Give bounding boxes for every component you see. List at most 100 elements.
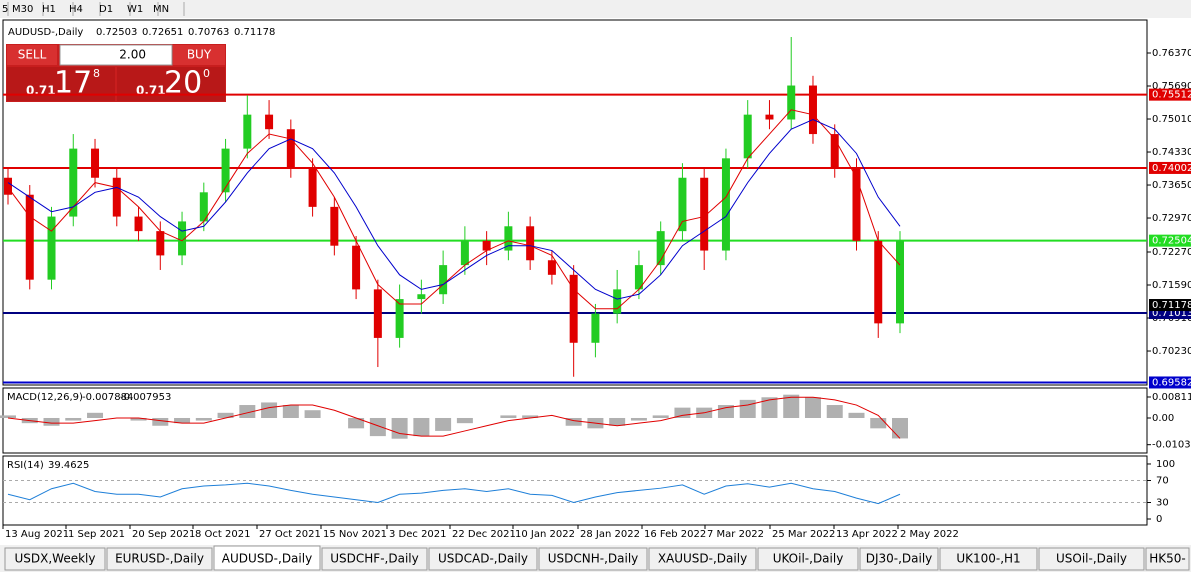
- macd-bar: [826, 405, 843, 418]
- macd-value: -0.007884: [82, 392, 133, 403]
- x-tick-label: 10 Jan 2022: [515, 529, 575, 540]
- tab[interactable]: [1038, 547, 1145, 571]
- candle-body: [69, 148, 78, 217]
- tab-label[interactable]: UK100-,H1: [956, 552, 1020, 566]
- tab-label[interactable]: DJ30-,Daily: [866, 552, 933, 566]
- macd-bar: [500, 415, 517, 418]
- price-level-label: 0.71013: [1152, 308, 1191, 319]
- buy-button[interactable]: [173, 45, 225, 65]
- candle-body: [439, 265, 448, 295]
- timeframe-button[interactable]: 5: [2, 4, 8, 15]
- candle-body: [221, 148, 230, 193]
- macd-bar: [217, 412, 234, 418]
- tab[interactable]: [106, 547, 213, 571]
- candle-body: [504, 226, 513, 251]
- candle-body: [547, 260, 556, 275]
- tab[interactable]: [648, 547, 757, 571]
- tab[interactable]: [1145, 547, 1190, 571]
- rsi-line: [7, 482, 901, 505]
- macd-bar: [413, 417, 430, 437]
- candle-body: [874, 240, 883, 324]
- tab[interactable]: [859, 547, 939, 571]
- ohlc-open: 0.72503: [96, 27, 137, 38]
- x-tick-label: 20 Sep 2021: [132, 529, 195, 540]
- macd-bar: [348, 417, 365, 429]
- tab[interactable]: [757, 547, 859, 571]
- timeframe-button[interactable]: W1: [127, 4, 143, 15]
- candle-body: [352, 245, 361, 290]
- ohlc-high: 0.72651: [142, 27, 183, 38]
- timeframe-button[interactable]: H4: [69, 4, 83, 15]
- timeframe-button[interactable]: D1: [99, 4, 113, 15]
- y-tick-label: 0.75690: [1152, 81, 1191, 92]
- timeframe-button[interactable]: MN: [153, 4, 169, 15]
- price-level-box: [1149, 376, 1191, 389]
- candle-body: [199, 192, 208, 222]
- y-tick-label: 0.72270: [1152, 247, 1191, 258]
- toolbar: [0, 0, 1191, 18]
- lot-input[interactable]: [59, 44, 173, 66]
- sell-label[interactable]: SELL: [18, 48, 47, 62]
- candle-body: [569, 274, 578, 343]
- price-level-box: [1149, 88, 1191, 101]
- price-level-box: [1149, 234, 1191, 247]
- y-tick-label: 30: [1156, 497, 1169, 508]
- symbol: AUDUSD-,Daily: [8, 27, 83, 38]
- macd-bar: [65, 417, 82, 421]
- timeframe-button[interactable]: H1: [42, 4, 56, 15]
- tab-label[interactable]: USDCNH-,Daily: [548, 552, 639, 566]
- ma-slow: [7, 118, 901, 300]
- tab[interactable]: [939, 547, 1038, 571]
- macd-bar: [892, 417, 908, 439]
- macd-title: MACD(12,26,9): [7, 392, 83, 403]
- tab-label[interactable]: USOil-,Daily: [1056, 552, 1127, 566]
- price-level-box: [1149, 161, 1191, 174]
- macd-bar: [630, 417, 647, 421]
- tab-label[interactable]: XAUUSD-,Daily: [658, 552, 747, 566]
- tab-label[interactable]: AUDUSD-,Daily: [222, 552, 312, 566]
- candle-body: [678, 177, 687, 232]
- candle-body: [896, 240, 904, 324]
- tab[interactable]: [321, 547, 428, 571]
- tab-label[interactable]: UKOil-,Daily: [773, 552, 844, 566]
- macd-bar: [304, 410, 321, 418]
- macd-bar: [652, 415, 669, 418]
- macd-bar: [43, 417, 60, 426]
- candle-body: [308, 168, 317, 207]
- tab-label[interactable]: EURUSD-,Daily: [115, 552, 204, 566]
- buy-price-sup[interactable]: 0: [203, 67, 210, 80]
- x-tick-label: 15 Nov 2021: [323, 529, 387, 540]
- macd-bar: [435, 417, 452, 431]
- tab-label[interactable]: USDCHF-,Daily: [330, 552, 418, 566]
- y-tick-label: 0.73650: [1152, 180, 1191, 191]
- y-tick-label: 0.72970: [1152, 213, 1191, 224]
- candle-body: [373, 289, 382, 338]
- y-tick-label: 70: [1156, 475, 1169, 486]
- tab[interactable]: [213, 545, 321, 571]
- macd-signal-value: -0.007953: [120, 392, 171, 403]
- timeframe-button[interactable]: M30: [12, 4, 33, 15]
- candle-body: [395, 299, 404, 338]
- tab-label[interactable]: USDX,Weekly: [15, 552, 96, 566]
- tab[interactable]: [428, 547, 538, 571]
- trade-panel: SELL 2.00 BUY 0.71 17 8 0.71 20 0: [6, 44, 226, 102]
- lot-value[interactable]: 2.00: [119, 48, 146, 62]
- tab-label[interactable]: USDCAD-,Daily: [438, 552, 528, 566]
- macd-bar: [761, 397, 778, 418]
- tab[interactable]: [4, 547, 106, 571]
- price-level-label: 0.75512: [1152, 90, 1191, 101]
- buy-label[interactable]: BUY: [187, 48, 212, 62]
- sell-price-sup[interactable]: 8: [93, 67, 100, 80]
- tab[interactable]: [538, 547, 648, 571]
- y-tick-label: 0.75010: [1152, 114, 1191, 125]
- price-level-label: 0.69582: [1152, 377, 1191, 388]
- sell-button[interactable]: [7, 45, 57, 65]
- x-tick-label: 13 Apr 2022: [836, 529, 898, 540]
- macd-bar: [174, 417, 191, 424]
- macd-bar: [282, 405, 299, 418]
- ohlc-low: 0.70763: [188, 27, 229, 38]
- y-tick-label: 0.00: [1152, 413, 1174, 424]
- tab-label[interactable]: HK50-: [1149, 552, 1186, 566]
- macd-bar: [565, 417, 582, 426]
